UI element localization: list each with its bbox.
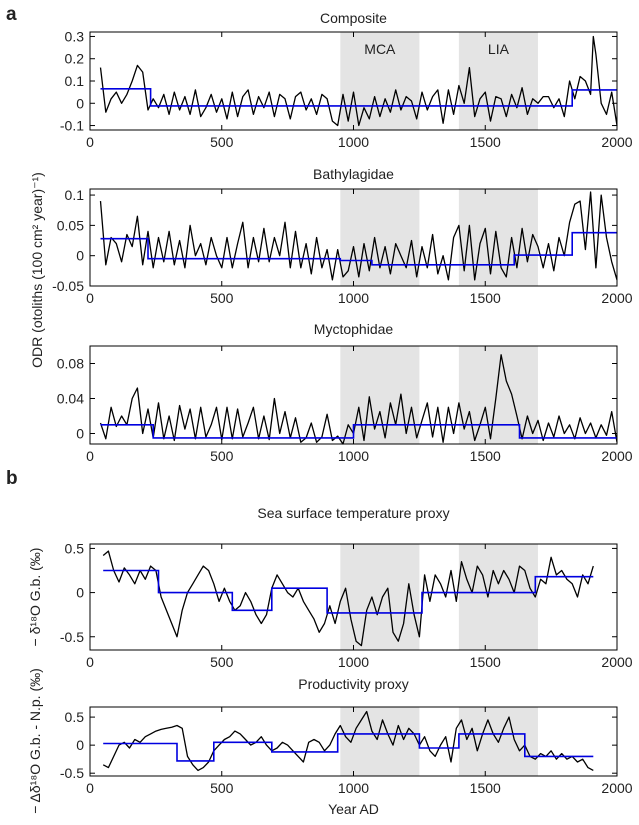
chart3-y-tick-label: 0.5 bbox=[65, 540, 85, 556]
chart3-shaded-period-1 bbox=[458, 544, 538, 650]
chart1-shaded-period-1 bbox=[458, 189, 538, 286]
chart1-y-tick-label: 0.1 bbox=[65, 187, 85, 203]
chart1-x-tick-label: 2000 bbox=[601, 290, 632, 306]
chart0-y-tick-label: 0.3 bbox=[65, 28, 85, 44]
chart2-step-mean-line bbox=[100, 423, 617, 439]
chart3-x-tick-label: 1000 bbox=[338, 654, 369, 670]
chart2-y-tick-label: 0.08 bbox=[57, 356, 84, 372]
chart1-y-tick-label: 0.05 bbox=[57, 217, 84, 233]
chart4-y-tick-label: 0.5 bbox=[65, 709, 85, 725]
chart2-y-tick-label: 0.04 bbox=[57, 391, 84, 407]
chart4-x-axis-label: Year AD bbox=[328, 801, 379, 817]
chart0-x-tick-label: 1000 bbox=[338, 134, 369, 150]
chart0-shaded-period-1 bbox=[458, 32, 538, 130]
chart0-shaded-period-0 bbox=[340, 32, 420, 130]
chart3-step-mean-line bbox=[103, 569, 594, 614]
chart0-period-label-1: LIA bbox=[488, 41, 510, 57]
chart1-title: Bathylagidae bbox=[313, 166, 394, 182]
chart2-x-tick-label: 1000 bbox=[338, 448, 369, 464]
chart4-x-tick-label: 2000 bbox=[601, 780, 632, 796]
chart4-y-tick-label: 0 bbox=[76, 737, 84, 753]
chart0-y-tick-label: 0.1 bbox=[65, 73, 85, 89]
chart0-x-tick-label: 2000 bbox=[601, 134, 632, 150]
chart3-x-tick-label: 2000 bbox=[601, 654, 632, 670]
chart1-step-mean-line bbox=[100, 231, 617, 266]
chart3-y-tick-label: -0.5 bbox=[60, 629, 84, 645]
chart4-x-tick-label: 0 bbox=[86, 780, 94, 796]
chart0-title: Composite bbox=[320, 10, 387, 26]
chart1-x-tick-label: 1500 bbox=[470, 290, 501, 306]
chart3-series-line bbox=[102, 550, 594, 647]
chart4-title: Productivity proxy bbox=[298, 676, 408, 692]
chart1-y-tick-label: 0 bbox=[76, 248, 84, 264]
chart0-period-label-0: MCA bbox=[364, 41, 396, 57]
chart3-x-tick-label: 1500 bbox=[470, 654, 501, 670]
chart0-x-tick-label: 1500 bbox=[470, 134, 501, 150]
chart1-x-tick-label: 1000 bbox=[338, 290, 369, 306]
chart2-title: Myctophidae bbox=[314, 321, 394, 337]
chart2-x-tick-label: 0 bbox=[86, 448, 94, 464]
chart2-x-tick-label: 2000 bbox=[601, 448, 632, 464]
chart3-y-axis-label: − δ¹⁸O G.b. (‰) bbox=[27, 548, 43, 647]
chart4-x-tick-label: 1000 bbox=[338, 780, 369, 796]
chart1-x-tick-label: 0 bbox=[86, 290, 94, 306]
chart3-x-tick-label: 500 bbox=[210, 654, 234, 670]
chart3-x-tick-label: 0 bbox=[86, 654, 94, 670]
chart0-y-tick-label: -0.1 bbox=[60, 118, 84, 134]
chart0-x-tick-label: 0 bbox=[86, 134, 94, 150]
chart0-y-tick-label: 0.2 bbox=[65, 51, 85, 67]
chart1-series-line bbox=[99, 191, 618, 281]
panel-letter-b: b bbox=[6, 468, 18, 489]
chart2-series-line bbox=[99, 354, 618, 445]
chart-myctophidae: Myctophidae 0 0.04 0.08 0 500 1000 1500 2000 bbox=[57, 321, 633, 464]
chart2-y-tick-label: 0 bbox=[76, 426, 84, 442]
chart-sst-proxy: Sea surface temperature proxy-0.500.50 50… bbox=[27, 505, 633, 670]
chart1-y-tick-label: -0.05 bbox=[52, 278, 84, 294]
chart2-shaded-period-1 bbox=[458, 346, 538, 444]
shared-y-axis-label: ODR (otoliths (100 cm² year)⁻¹) bbox=[29, 172, 45, 368]
chart0-step-mean-line bbox=[100, 88, 617, 107]
chart3-title: Sea surface temperature proxy bbox=[257, 505, 449, 521]
chart2-x-tick-label: 1500 bbox=[470, 448, 501, 464]
chart1-shaded-period-0 bbox=[340, 189, 420, 286]
chart4-x-tick-label: 500 bbox=[210, 780, 234, 796]
chart3-y-tick-label: 0 bbox=[76, 585, 84, 601]
panel-letter-a: a bbox=[6, 4, 17, 25]
chart4-shaded-period-0 bbox=[340, 707, 420, 776]
chart4-y-tick-label: -0.5 bbox=[60, 765, 84, 781]
chart4-x-tick-label: 1500 bbox=[470, 780, 501, 796]
chart1-x-tick-label: 500 bbox=[210, 290, 234, 306]
chart4-y-axis-label: − Δδ¹⁸O G.b. - N.p. (‰) bbox=[27, 668, 43, 814]
chart4-step-mean-line bbox=[103, 733, 594, 762]
chart4-series-line bbox=[102, 710, 594, 772]
chart-productivity-proxy: Productivity proxy-0.500.50 500 1000 1500 20… bbox=[27, 668, 633, 817]
chart0-x-tick-label: 500 bbox=[210, 134, 234, 150]
chart0-y-tick-label: 0 bbox=[76, 95, 84, 111]
chart2-x-tick-label: 500 bbox=[210, 448, 234, 464]
